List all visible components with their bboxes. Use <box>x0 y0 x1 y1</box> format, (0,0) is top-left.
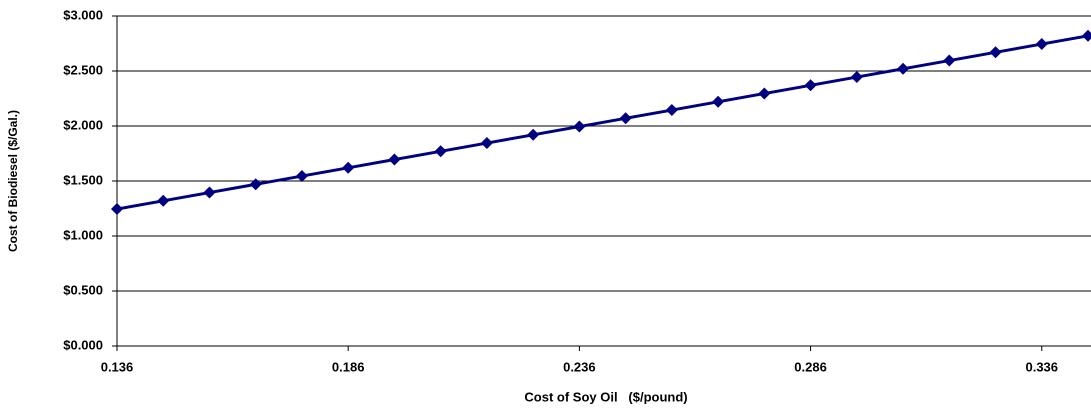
data-point <box>1082 29 1091 42</box>
data-point <box>573 120 586 133</box>
data-point <box>804 79 817 92</box>
data-point <box>342 161 355 174</box>
data-point <box>295 170 308 183</box>
data-point <box>527 128 540 141</box>
data-point <box>850 71 863 84</box>
x-tick-label: 0.236 <box>563 359 596 374</box>
y-axis-title: Cost of Biodiesel ($/Gal.) <box>6 110 20 252</box>
y-tick-label: $2.500 <box>63 62 103 77</box>
data-point <box>758 87 771 100</box>
y-tick-label: $0.000 <box>63 337 103 352</box>
data-point <box>1035 38 1048 51</box>
y-tick-label: $0.500 <box>63 282 103 297</box>
data-point <box>665 104 678 117</box>
data-point <box>897 62 910 75</box>
data-point <box>203 186 216 199</box>
data-point <box>989 46 1002 59</box>
x-axis-title: Cost of Soy Oil ($/pound) <box>524 389 687 404</box>
x-tick-label: 0.286 <box>794 359 827 374</box>
data-point <box>157 194 170 207</box>
data-point <box>480 137 493 150</box>
data-point <box>111 203 123 216</box>
data-point <box>249 178 262 191</box>
data-point <box>712 95 725 108</box>
y-tick-label: $1.500 <box>63 172 103 187</box>
data-point <box>434 145 447 158</box>
x-tick-label: 0.336 <box>1025 359 1058 374</box>
data-point <box>619 112 632 125</box>
data-point <box>388 153 401 166</box>
x-tick-label: 0.136 <box>101 359 134 374</box>
data-point <box>943 54 956 67</box>
y-tick-label: $3.000 <box>63 7 103 22</box>
data-line <box>116 34 1089 211</box>
y-tick-label: $2.000 <box>63 117 103 132</box>
y-tick-label: $1.000 <box>63 227 103 242</box>
x-tick-label: 0.186 <box>332 359 365 374</box>
